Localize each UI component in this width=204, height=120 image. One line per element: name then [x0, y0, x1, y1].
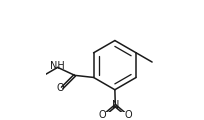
Text: NH: NH — [50, 61, 65, 72]
Text: O: O — [99, 110, 106, 120]
Text: O: O — [124, 110, 132, 120]
Text: O: O — [56, 84, 64, 93]
Text: N: N — [112, 100, 119, 111]
